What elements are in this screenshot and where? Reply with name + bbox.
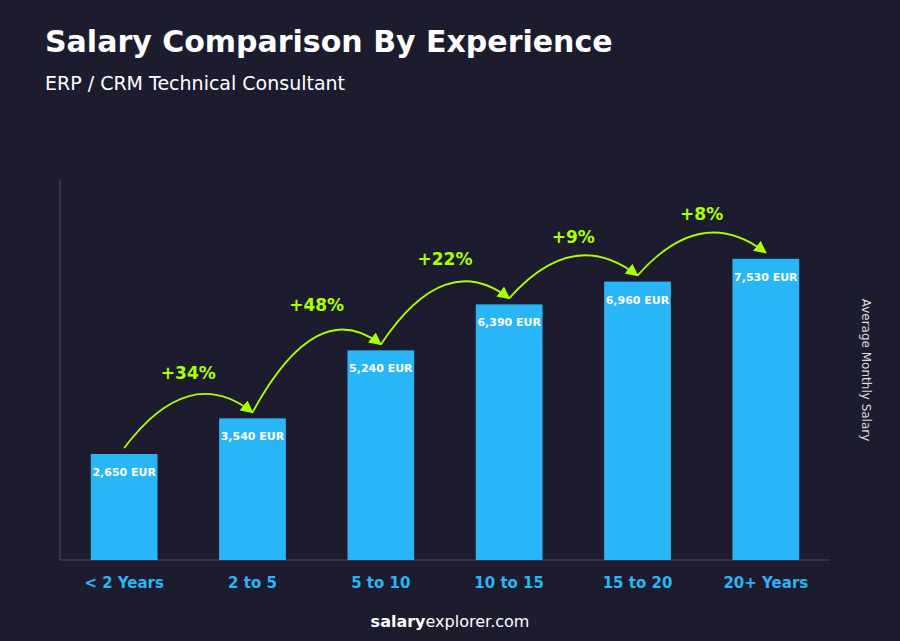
x-axis-line [60,560,830,561]
annotation: +48% [289,295,344,315]
annotation: +9% [552,227,595,247]
change-arrow [253,330,381,413]
annotation: +34% [161,363,216,383]
footer-bold: salary [371,612,426,631]
data-label: 5,240 EUR [349,362,413,375]
x-tick-label: 20+ Years [723,574,808,592]
data-label: 6,390 EUR [477,316,541,329]
bar [476,304,543,560]
x-tick-label: 5 to 10 [351,574,410,592]
x-tick-label: 2 to 5 [228,574,277,592]
data-label: 3,540 EUR [221,430,285,443]
title: Salary Comparison By Experience [45,24,613,59]
background [0,0,900,641]
annotation: +22% [418,249,473,269]
x-tick-label: < 2 Years [84,574,164,592]
subtitle: ERP / CRM Technical Consultant [45,72,345,94]
y-axis-label: Average Monthly Salary [859,299,873,442]
change-arrow [638,232,766,275]
footer: salaryexplorer.com [371,612,530,631]
bars [91,259,799,560]
chart-svg: Salary Comparison By Experience ERP / CRM… [0,0,900,641]
change-arrow [381,281,509,344]
footer-normal: explorer.com [426,612,530,631]
chart-container: Salary Comparison By Experience ERP / CRM… [0,0,900,641]
bar [347,350,414,560]
change-arrows [124,232,766,448]
data-label: 2,650 EUR [92,466,156,479]
x-tick-label: 10 to 15 [474,574,544,592]
data-label: 7,530 EUR [734,271,798,284]
x-tick-label: 15 to 20 [603,574,673,592]
data-label: 6,960 EUR [606,294,670,307]
bar [219,418,286,560]
change-arrow [509,255,637,298]
bar [604,282,671,560]
bar [91,454,158,560]
change-arrow [124,394,252,448]
annotation: +8% [680,204,723,224]
bar [732,259,799,560]
y-axis-line [60,180,61,560]
